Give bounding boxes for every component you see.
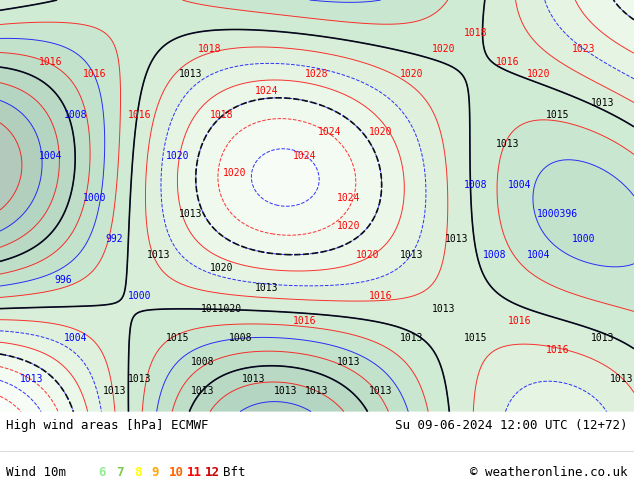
Text: 1013: 1013 [178, 209, 202, 219]
Text: 1013: 1013 [242, 374, 266, 384]
Text: 1016: 1016 [39, 57, 63, 67]
Text: 1013: 1013 [400, 333, 424, 343]
Text: 1016: 1016 [495, 57, 519, 67]
Text: © weatheronline.co.uk: © weatheronline.co.uk [470, 466, 628, 479]
Text: Bft: Bft [223, 466, 245, 479]
Text: 1020: 1020 [400, 69, 424, 79]
Text: 1008: 1008 [191, 357, 215, 367]
Text: 1013: 1013 [254, 283, 278, 293]
Text: 1000: 1000 [571, 234, 595, 244]
Text: 1013: 1013 [368, 386, 392, 396]
Text: 1028: 1028 [305, 69, 329, 79]
Text: 1013: 1013 [305, 386, 329, 396]
Text: 1024: 1024 [254, 86, 278, 96]
Text: 1000: 1000 [83, 193, 107, 202]
Text: 1013: 1013 [127, 374, 152, 384]
Text: 1013: 1013 [337, 357, 361, 367]
Text: 1015: 1015 [546, 110, 570, 120]
Text: 1020: 1020 [223, 168, 247, 178]
Text: 12: 12 [205, 466, 220, 479]
Text: 1013: 1013 [432, 304, 456, 314]
Text: 1011020: 1011020 [202, 304, 242, 314]
Text: 1020: 1020 [527, 69, 551, 79]
Text: 1020: 1020 [432, 45, 456, 54]
Text: 1008: 1008 [64, 110, 88, 120]
Text: 1020: 1020 [210, 263, 234, 272]
Text: 1013: 1013 [444, 234, 469, 244]
Text: 1018: 1018 [463, 28, 488, 38]
Text: 1016: 1016 [127, 110, 152, 120]
Text: 1024: 1024 [337, 193, 361, 202]
Text: 1020: 1020 [337, 221, 361, 231]
Text: 10: 10 [169, 466, 184, 479]
Text: 1016: 1016 [83, 69, 107, 79]
Text: 1013: 1013 [590, 98, 614, 108]
Text: 1013: 1013 [609, 374, 633, 384]
Text: 1015: 1015 [463, 333, 488, 343]
Text: 1000396: 1000396 [538, 209, 578, 219]
Text: 1013: 1013 [590, 333, 614, 343]
Text: 1013: 1013 [178, 69, 202, 79]
Text: 1008: 1008 [482, 250, 507, 260]
Text: 1020: 1020 [368, 127, 392, 137]
Text: 1018: 1018 [210, 110, 234, 120]
Text: 1016: 1016 [368, 292, 392, 301]
Text: 1015: 1015 [165, 333, 190, 343]
Text: 1013: 1013 [495, 139, 519, 149]
Text: 1004: 1004 [527, 250, 551, 260]
Text: 9: 9 [152, 466, 159, 479]
Text: 1018: 1018 [197, 45, 221, 54]
Text: 1004: 1004 [39, 151, 63, 161]
Text: 1004: 1004 [508, 180, 532, 190]
Text: 1008: 1008 [229, 333, 253, 343]
Text: 1013: 1013 [20, 374, 44, 384]
Text: 6: 6 [98, 466, 106, 479]
Text: 996: 996 [55, 275, 72, 285]
Text: 1013: 1013 [102, 386, 126, 396]
Text: 1008: 1008 [463, 180, 488, 190]
Text: 992: 992 [105, 234, 123, 244]
Text: 1016: 1016 [546, 345, 570, 355]
Text: 1013: 1013 [400, 250, 424, 260]
Text: 1024: 1024 [318, 127, 342, 137]
Text: 1020: 1020 [356, 250, 380, 260]
Text: Wind 10m: Wind 10m [6, 466, 67, 479]
Text: 1000: 1000 [127, 292, 152, 301]
Text: 1020: 1020 [165, 151, 190, 161]
Text: 1013: 1013 [273, 386, 297, 396]
Text: 7: 7 [116, 466, 124, 479]
Text: 11: 11 [187, 466, 202, 479]
Text: 1004: 1004 [64, 333, 88, 343]
Text: Su 09-06-2024 12:00 UTC (12+72): Su 09-06-2024 12:00 UTC (12+72) [395, 419, 628, 432]
Text: High wind areas [hPa] ECMWF: High wind areas [hPa] ECMWF [6, 419, 209, 432]
Text: 1013: 1013 [191, 386, 215, 396]
Text: 1024: 1024 [292, 151, 316, 161]
Text: 1016: 1016 [508, 316, 532, 326]
Text: 1016: 1016 [292, 316, 316, 326]
Text: 1023: 1023 [571, 45, 595, 54]
Text: 1013: 1013 [146, 250, 171, 260]
Text: 8: 8 [134, 466, 141, 479]
